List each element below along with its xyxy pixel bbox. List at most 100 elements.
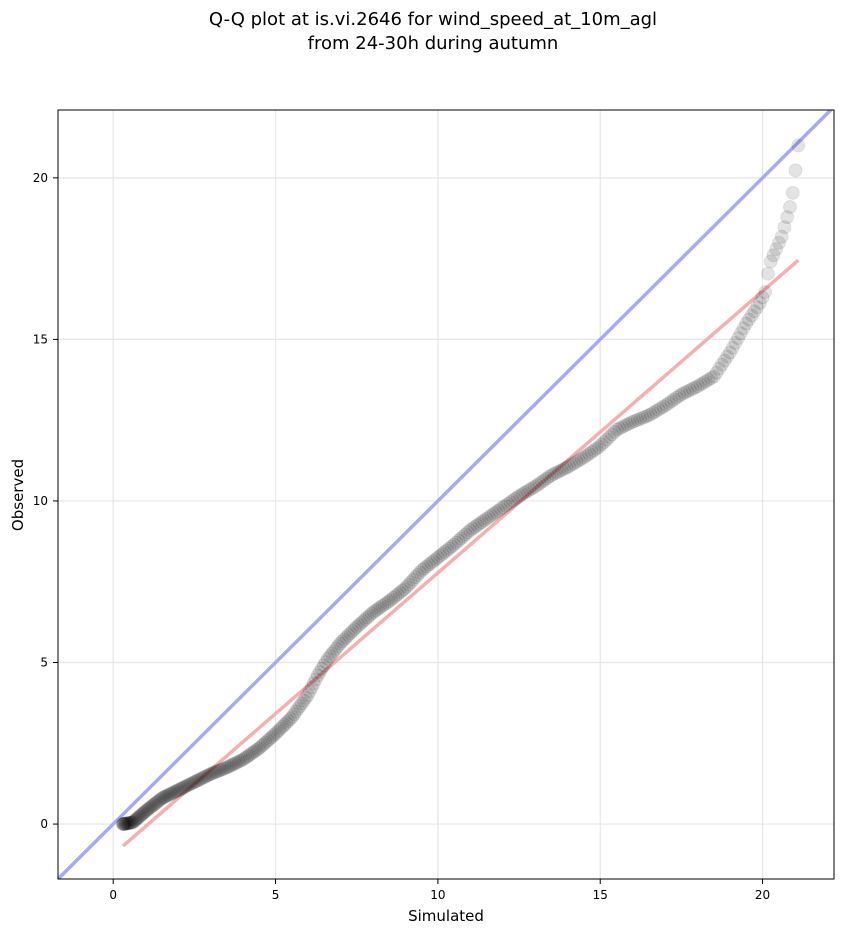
- quantile-point: [399, 579, 414, 594]
- quantile-point: [146, 798, 161, 813]
- quantile-point: [496, 500, 511, 515]
- quantile-point: [709, 365, 724, 380]
- quantile-point: [170, 783, 185, 798]
- quantile-point: [306, 676, 321, 691]
- quantile-point: [135, 806, 150, 821]
- quantile-point: [289, 704, 304, 719]
- quantile-point: [386, 590, 401, 605]
- quantile-point: [562, 459, 577, 474]
- quantile-point: [308, 672, 323, 687]
- quantile-point: [240, 749, 255, 764]
- quantile-point: [395, 583, 410, 598]
- quantile-point: [360, 610, 375, 625]
- quantile-point: [412, 565, 427, 580]
- quantile-point: [453, 531, 468, 546]
- quantile-point: [437, 545, 452, 560]
- identity-line: [58, 110, 834, 879]
- quantile-point: [493, 501, 508, 516]
- quantile-point: [419, 559, 434, 574]
- quantile-point: [741, 312, 756, 327]
- quantile-point: [347, 621, 362, 636]
- quantile-point: [258, 735, 273, 750]
- quantile-point: [159, 789, 174, 804]
- quantile-point: [667, 392, 682, 407]
- quantile-point: [236, 751, 251, 766]
- quantile-point: [780, 210, 795, 225]
- x-tick-label: 20: [755, 888, 770, 902]
- quantile-point: [271, 723, 286, 738]
- fit-line: [121, 258, 800, 848]
- quantile-point: [247, 744, 262, 759]
- quantile-point: [384, 592, 399, 607]
- quantile-point: [157, 789, 172, 804]
- quantile-point: [335, 634, 350, 649]
- quantile-point: [302, 684, 317, 699]
- quantile-point: [505, 493, 520, 508]
- x-tick-label: 15: [593, 888, 608, 902]
- quantile-point: [216, 762, 231, 777]
- quantile-point: [124, 815, 139, 830]
- quantile-point: [569, 454, 584, 469]
- x-axis-label: Simulated: [408, 907, 484, 925]
- quantile-point: [177, 779, 192, 794]
- quantile-point: [377, 597, 392, 612]
- quantile-point: [122, 815, 137, 830]
- quantile-point: [674, 387, 689, 402]
- quantile-point: [646, 405, 661, 420]
- quantile-point: [167, 784, 182, 799]
- quantile-point: [728, 335, 743, 350]
- quantile-point: [183, 776, 198, 791]
- quantile-point: [199, 769, 214, 784]
- quantile-point: [119, 816, 134, 831]
- quantile-point: [617, 418, 632, 433]
- quantile-point: [682, 383, 697, 398]
- quantile-point: [604, 427, 619, 442]
- quantile-point: [118, 816, 133, 831]
- quantile-point: [228, 756, 243, 771]
- quantile-point: [428, 552, 443, 567]
- quantile-point: [758, 285, 773, 300]
- quantile-point: [401, 577, 416, 592]
- quantile-point: [582, 446, 597, 461]
- y-tick-label: 15: [33, 332, 48, 346]
- quantile-point: [712, 361, 727, 376]
- quantile-point: [557, 461, 572, 476]
- quantile-point: [592, 439, 607, 454]
- quantile-point: [166, 785, 181, 800]
- quantile-point: [368, 603, 383, 618]
- quantile-point: [171, 782, 186, 797]
- quantile-point: [190, 773, 205, 788]
- quantile-point: [326, 644, 341, 659]
- quantile-point: [547, 466, 562, 481]
- quantile-point: [467, 519, 482, 534]
- quantile-point: [498, 498, 513, 513]
- quantile-point: [449, 535, 464, 550]
- quantile-point: [362, 608, 377, 623]
- quantile-point: [648, 404, 663, 419]
- quantile-point: [245, 745, 260, 760]
- quantile-point: [204, 766, 219, 781]
- quantile-point: [440, 543, 455, 558]
- quantile-point: [444, 539, 459, 554]
- quantile-point: [133, 808, 148, 823]
- quantile-point: [698, 374, 713, 389]
- quantile-point: [696, 375, 711, 390]
- quantile-point: [527, 479, 542, 494]
- quantile-point: [785, 185, 800, 200]
- quantile-point: [664, 394, 679, 409]
- quantile-point: [194, 771, 209, 786]
- quantile-point: [627, 413, 642, 428]
- quantile-point: [256, 737, 271, 752]
- quantile-point: [690, 379, 705, 394]
- quantile-point: [343, 626, 358, 641]
- quantile-point: [597, 435, 612, 450]
- quantile-point: [354, 616, 369, 631]
- quantile-point: [224, 758, 239, 773]
- quantile-point: [752, 295, 767, 310]
- quantile-point: [292, 699, 307, 714]
- quantile-point: [612, 421, 627, 436]
- quantile-point: [179, 779, 194, 794]
- quantile-point: [242, 748, 257, 763]
- quantile-point: [736, 321, 751, 336]
- quantile-point: [392, 585, 407, 600]
